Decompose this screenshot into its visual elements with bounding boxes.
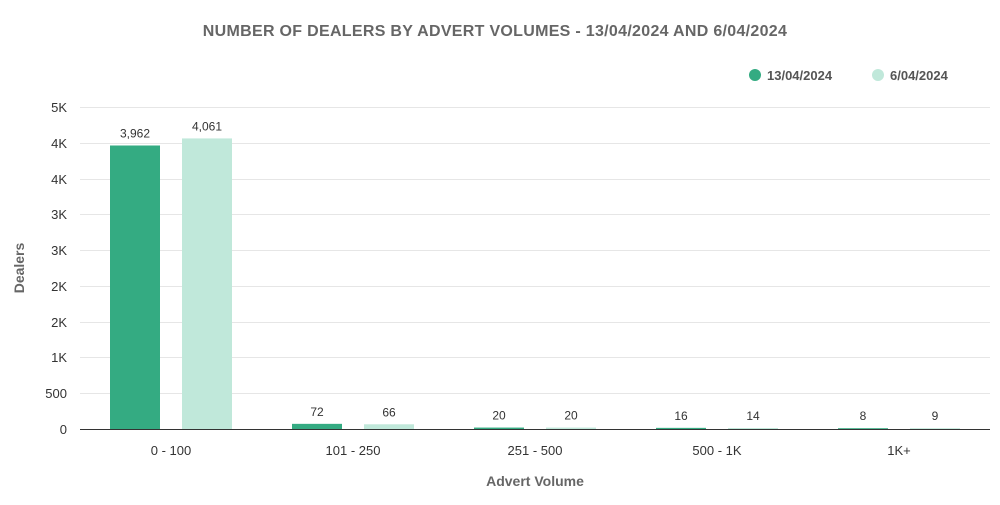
bar-series-2-2[interactable]	[546, 427, 596, 429]
y-tick-label: 0	[60, 422, 67, 437]
bar-series-1-1[interactable]	[292, 423, 342, 429]
y-tick-label: 4K	[51, 172, 67, 187]
y-tick-label: 5K	[51, 100, 67, 115]
data-label: 72	[310, 405, 324, 419]
legend-label-series-1: 13/04/2024	[767, 68, 833, 83]
bar-series-1-4[interactable]	[838, 428, 888, 429]
y-tick-label: 2K	[51, 315, 67, 330]
legend-marker-series-2	[872, 69, 884, 81]
data-label: 14	[746, 409, 760, 423]
bar-series-2-4[interactable]	[910, 428, 960, 429]
data-label: 20	[492, 409, 506, 423]
chart-title: NUMBER OF DEALERS BY ADVERT VOLUMES - 13…	[203, 23, 787, 40]
data-label: 8	[860, 409, 867, 423]
legend: 13/04/2024 6/04/2024	[749, 68, 949, 83]
y-tick-label: 2K	[51, 279, 67, 294]
data-label: 16	[674, 409, 688, 423]
data-label: 4,061	[192, 119, 222, 133]
y-tick-label: 4K	[51, 136, 67, 151]
bar-series-2-0[interactable]	[182, 138, 232, 429]
bar-series-2-3[interactable]	[728, 427, 778, 429]
data-label: 9	[932, 409, 939, 423]
x-tick-label: 500 - 1K	[692, 443, 741, 458]
data-label: 3,962	[120, 126, 150, 140]
y-axis-ticks: 0 500 1K 2K 2K 3K 3K 4K 4K 5K	[45, 100, 67, 437]
y-tick-label: 500	[45, 386, 67, 401]
data-label: 66	[382, 405, 396, 419]
y-tick-label: 3K	[51, 207, 67, 222]
bars	[110, 138, 960, 429]
x-axis-ticks: 0 - 100 101 - 250 251 - 500 500 - 1K 1K+	[151, 443, 911, 458]
x-tick-label: 251 - 500	[508, 443, 563, 458]
y-tick-label: 1K	[51, 350, 67, 365]
x-axis-title: Advert Volume	[486, 473, 584, 489]
x-tick-label: 0 - 100	[151, 443, 191, 458]
x-tick-label: 1K+	[887, 443, 911, 458]
legend-item-series-1[interactable]: 13/04/2024	[749, 68, 833, 83]
data-label: 20	[564, 409, 578, 423]
y-axis-title: Dealers	[11, 242, 27, 293]
y-tick-label: 3K	[51, 243, 67, 258]
x-tick-label: 101 - 250	[326, 443, 381, 458]
legend-label-series-2: 6/04/2024	[890, 68, 949, 83]
legend-item-series-2[interactable]: 6/04/2024	[872, 68, 949, 83]
bar-series-2-1[interactable]	[364, 424, 414, 429]
bar-series-1-3[interactable]	[656, 427, 706, 429]
legend-marker-series-1	[749, 69, 761, 81]
data-labels: 3,962 4,061 72 66 20 20 16 14 8 9	[120, 119, 939, 423]
bar-series-1-0[interactable]	[110, 145, 160, 429]
bar-series-1-2[interactable]	[474, 427, 524, 429]
